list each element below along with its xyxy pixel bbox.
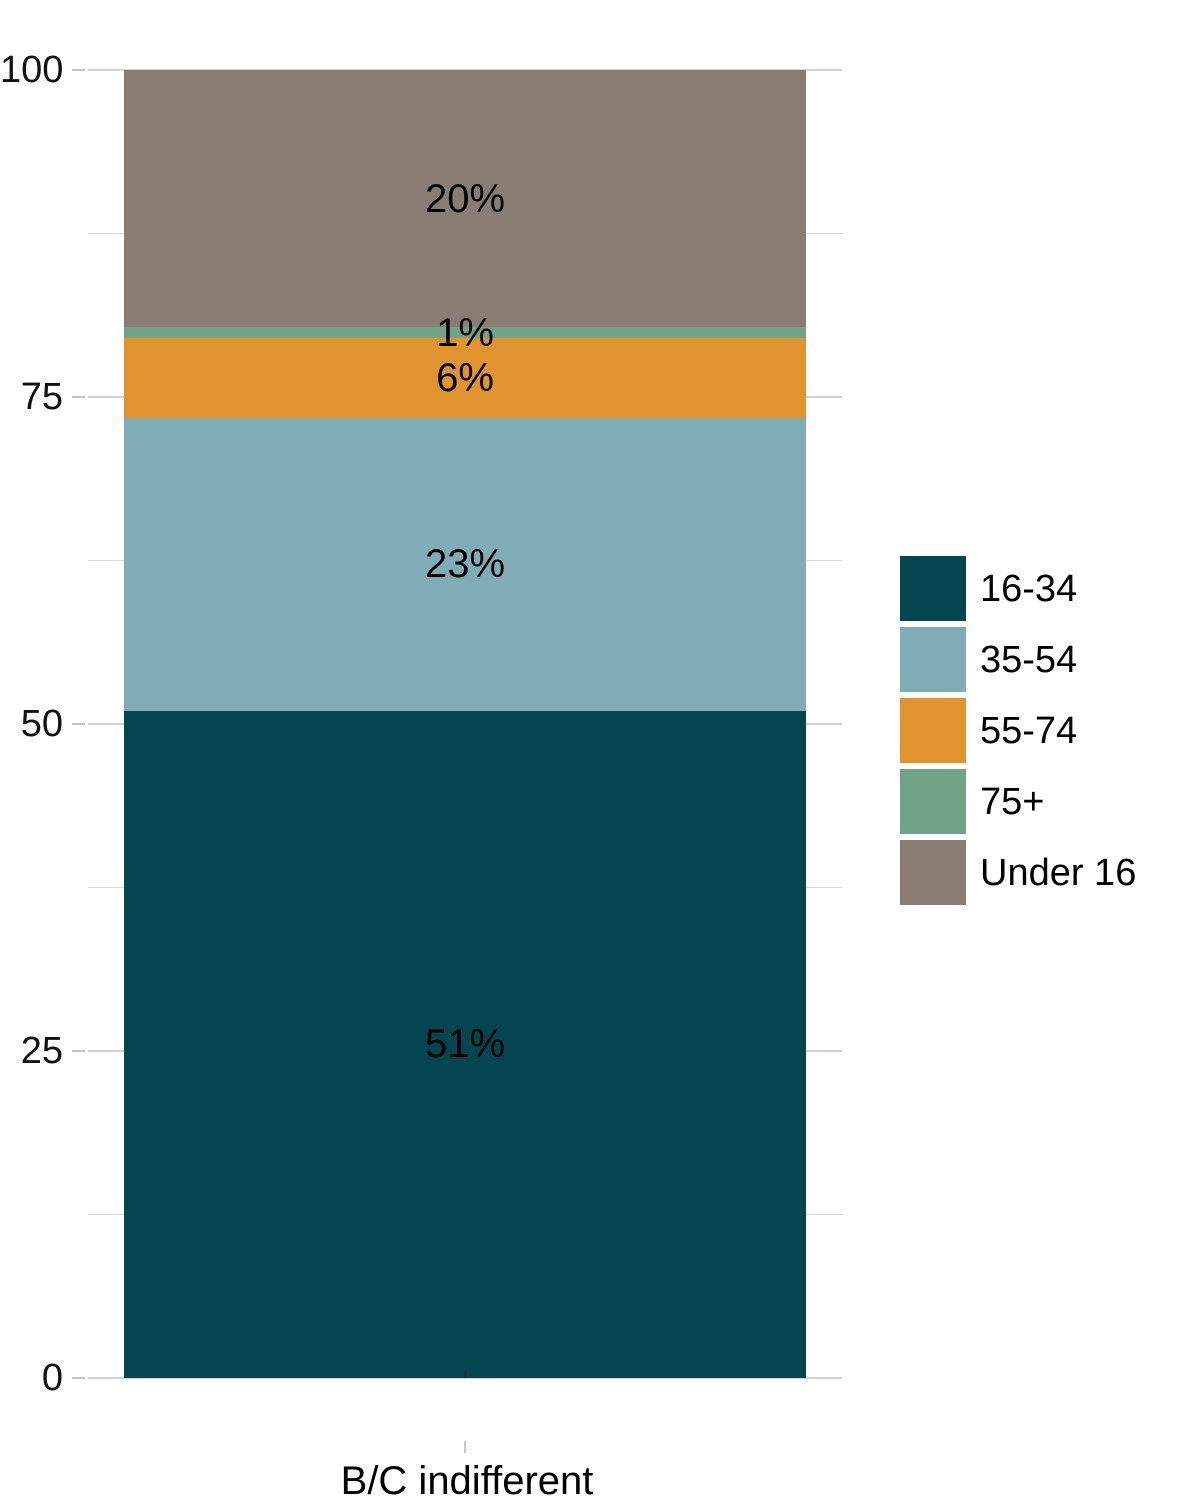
- x-axis-category-label: B/C indifferent: [340, 1459, 594, 1500]
- y-axis-tick: [72, 1377, 85, 1379]
- bar-segment-55-74: [124, 338, 806, 418]
- bar-segment-16-34: [124, 710, 806, 1378]
- gridline-major: [88, 1377, 842, 1379]
- legend-swatch-under-16: [900, 840, 966, 905]
- legend-label-75: 75+: [980, 780, 1045, 823]
- y-axis-tick: [72, 69, 85, 71]
- bar-segment-label-under-16: 20%: [424, 176, 506, 221]
- legend-swatch-75: [900, 769, 966, 834]
- y-axis-tick-label: 50: [20, 703, 63, 745]
- legend-swatch-35-54: [900, 627, 966, 692]
- legend-label-35-54: 35-54: [980, 638, 1078, 681]
- legend-label-55-74: 55-74: [980, 709, 1078, 752]
- y-axis-tick-label: 0: [41, 1357, 63, 1399]
- legend-swatch-16-34: [900, 556, 966, 621]
- legend-label-16-34: 16-34: [980, 567, 1078, 610]
- legend-label-under-16: Under 16: [980, 851, 1137, 894]
- y-axis-tick-label: 100: [0, 49, 64, 91]
- y-axis-tick: [72, 1050, 85, 1052]
- bar-segment-label-75: 1%: [436, 310, 494, 355]
- bar-segment-75: [124, 327, 806, 339]
- bar-segment-label-16-34: 51%: [424, 1022, 506, 1067]
- legend-swatch-55-74: [900, 698, 966, 763]
- x-axis-inner-tick: [463, 1371, 467, 1378]
- bar-segment-label-35-54: 23%: [424, 542, 506, 587]
- x-axis-tick: [464, 1441, 466, 1453]
- y-axis-tick-label: 75: [20, 376, 63, 418]
- y-axis-tick: [72, 723, 85, 725]
- bar-segment-label-55-74: 6%: [436, 356, 494, 401]
- bar-segment-35-54: [124, 417, 806, 711]
- y-axis-tick-label: 25: [20, 1030, 63, 1072]
- y-axis-tick: [72, 396, 85, 398]
- bar-segment-under-16: [124, 70, 806, 328]
